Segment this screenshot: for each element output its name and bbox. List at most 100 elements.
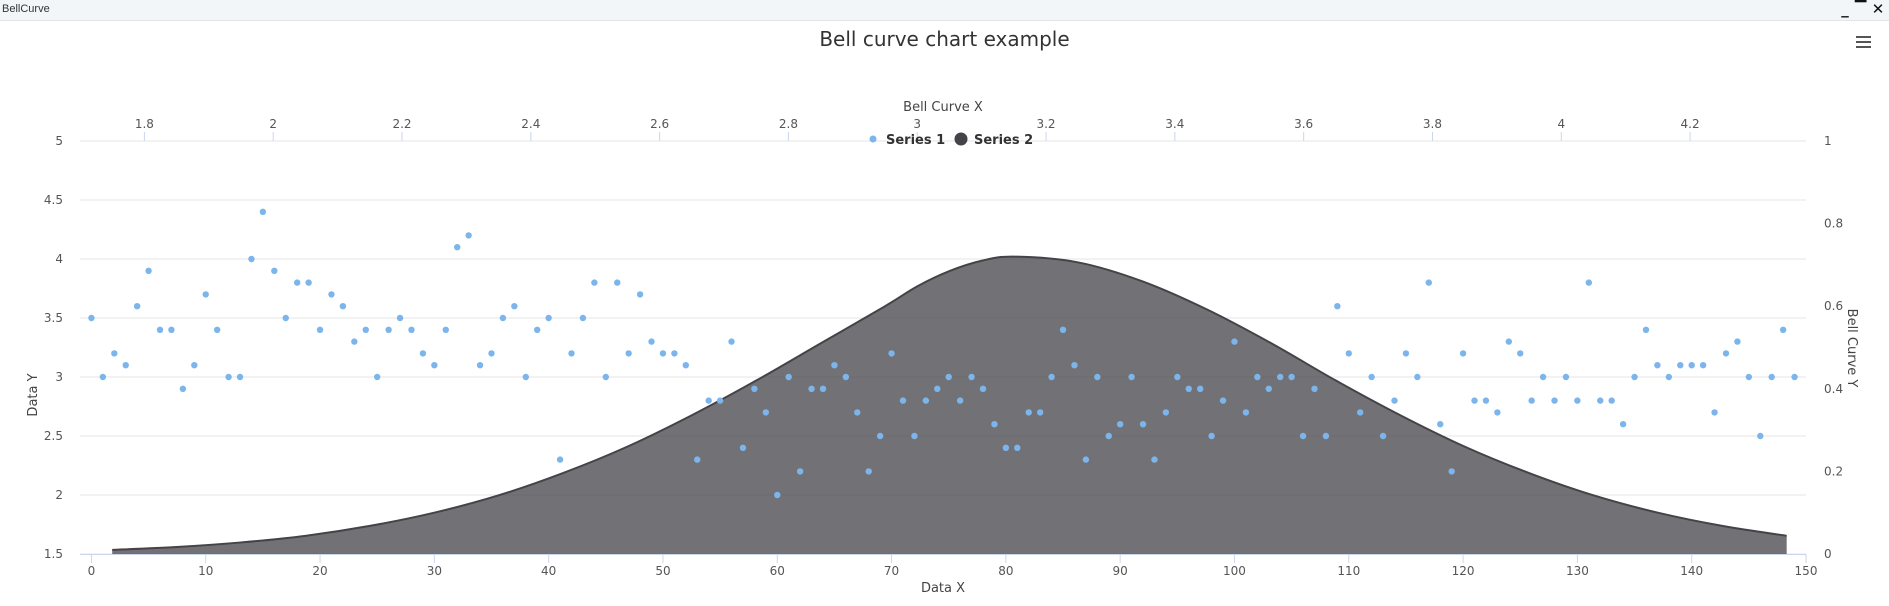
series-1-point[interactable] (1745, 373, 1753, 381)
series-1-point[interactable] (1779, 326, 1787, 333)
series-1-point[interactable] (454, 244, 461, 251)
series-1-point[interactable] (556, 456, 564, 463)
series-1-point[interactable] (1288, 373, 1295, 381)
series-1-point[interactable] (213, 326, 221, 333)
series-1-point[interactable] (1597, 397, 1604, 404)
series-1-point[interactable] (1002, 444, 1010, 451)
series-1-point[interactable] (545, 314, 552, 322)
series-1-point[interactable] (762, 409, 770, 416)
series-1-point[interactable] (899, 397, 907, 404)
series-1-point[interactable] (1631, 373, 1638, 381)
series-1-point[interactable] (1471, 397, 1478, 404)
series-1-point[interactable] (1345, 350, 1352, 357)
restore-icon[interactable]: ▔ (1854, 0, 1867, 18)
series-1-point[interactable] (488, 350, 495, 357)
series-1-point[interactable] (1105, 432, 1112, 440)
series-1-point[interactable] (922, 397, 930, 404)
series-1-point[interactable] (774, 491, 781, 499)
series-1-point[interactable] (865, 468, 872, 475)
series-1-point[interactable] (1311, 385, 1318, 392)
series-1-point[interactable] (1425, 279, 1432, 286)
series-1-point[interactable] (739, 444, 747, 451)
series-1-point[interactable] (945, 373, 952, 381)
series-1-point[interactable] (1242, 409, 1250, 416)
series-1-point[interactable] (1276, 373, 1284, 381)
series-1-point[interactable] (911, 432, 918, 440)
series-1-point[interactable] (614, 279, 621, 286)
series-1-point[interactable] (1071, 362, 1078, 369)
series-1-point[interactable] (1391, 397, 1398, 404)
series-1-point[interactable] (1688, 362, 1695, 369)
series-1-point[interactable] (1094, 373, 1101, 381)
series-1-point[interactable] (785, 373, 792, 381)
series-1-point[interactable] (1677, 362, 1684, 369)
series-1-point[interactable] (271, 267, 278, 274)
series-1-point[interactable] (522, 373, 529, 381)
series-1-point[interactable] (1196, 385, 1204, 392)
series-1-point[interactable] (385, 326, 392, 333)
series-1-point[interactable] (1574, 397, 1581, 404)
series-1-point[interactable] (1791, 373, 1798, 381)
close-icon[interactable]: ✕ (1871, 0, 1885, 18)
series-1-point[interactable] (408, 326, 415, 333)
series-1-point[interactable] (876, 432, 884, 440)
series-1-point[interactable] (534, 326, 541, 333)
series-1-point[interactable] (659, 350, 667, 357)
minimize-icon[interactable]: _ (1841, 0, 1849, 18)
series-1-point[interactable] (1459, 350, 1467, 357)
series-1-point[interactable] (328, 291, 335, 298)
series-1-point[interactable] (579, 314, 587, 322)
series-1-point[interactable] (568, 350, 575, 357)
series-1-point[interactable] (88, 314, 95, 322)
series-1-point[interactable] (293, 279, 301, 286)
series-1-point[interactable] (133, 303, 141, 310)
series-1-point[interactable] (694, 456, 701, 463)
series-1-point[interactable] (1757, 432, 1764, 440)
series-1-point[interactable] (1585, 279, 1593, 286)
series-1-point[interactable] (373, 373, 381, 381)
series-1-point[interactable] (236, 373, 244, 381)
series-1-point[interactable] (1048, 373, 1055, 381)
series-1-point[interactable] (179, 385, 187, 392)
series-1-point[interactable] (728, 338, 735, 345)
series-1-point[interactable] (476, 362, 484, 369)
series-1-point[interactable] (1619, 421, 1627, 428)
series-1-point[interactable] (316, 326, 324, 333)
series-1-point[interactable] (1437, 421, 1444, 428)
series-1-point[interactable] (1014, 444, 1021, 451)
series-1-point[interactable] (1608, 397, 1615, 404)
series-1-point[interactable] (1059, 326, 1067, 333)
series-1-point[interactable] (819, 385, 827, 392)
series-1-point[interactable] (259, 208, 267, 215)
series-1-point[interactable] (225, 373, 232, 381)
series-1-point[interactable] (591, 279, 598, 286)
series-1-point[interactable] (636, 291, 644, 298)
series-1-point[interactable] (1379, 432, 1387, 440)
series-1-point[interactable] (99, 373, 107, 381)
series-1-point[interactable] (1174, 373, 1181, 381)
series-1-point[interactable] (1528, 397, 1535, 404)
series-1-point[interactable] (111, 350, 118, 357)
series-1-point[interactable] (716, 397, 724, 404)
series-1-point[interactable] (796, 468, 804, 475)
series-1-point[interactable] (1231, 338, 1238, 345)
series-1-point[interactable] (1642, 326, 1650, 333)
series-1-point[interactable] (1219, 397, 1227, 404)
series-1-point[interactable] (1299, 432, 1307, 440)
series-1-point[interactable] (351, 338, 358, 345)
series-1-point[interactable] (339, 303, 347, 310)
series-1-point[interactable] (1322, 432, 1330, 440)
series-1-point[interactable] (1654, 362, 1661, 369)
series-1-point[interactable] (1734, 338, 1741, 345)
series-1-point[interactable] (1185, 385, 1192, 392)
series-1-point[interactable] (1665, 373, 1673, 381)
series-1-point[interactable] (431, 362, 438, 369)
legend-label-series-1[interactable]: Series 1 (886, 133, 945, 148)
series-1-point[interactable] (465, 232, 472, 239)
series-1-point[interactable] (968, 373, 975, 381)
series-1-point[interactable] (305, 279, 312, 286)
series-1-point[interactable] (671, 350, 678, 357)
series-1-point[interactable] (1265, 385, 1272, 392)
series-1-point[interactable] (168, 326, 175, 333)
series-1-point[interactable] (1151, 456, 1158, 463)
